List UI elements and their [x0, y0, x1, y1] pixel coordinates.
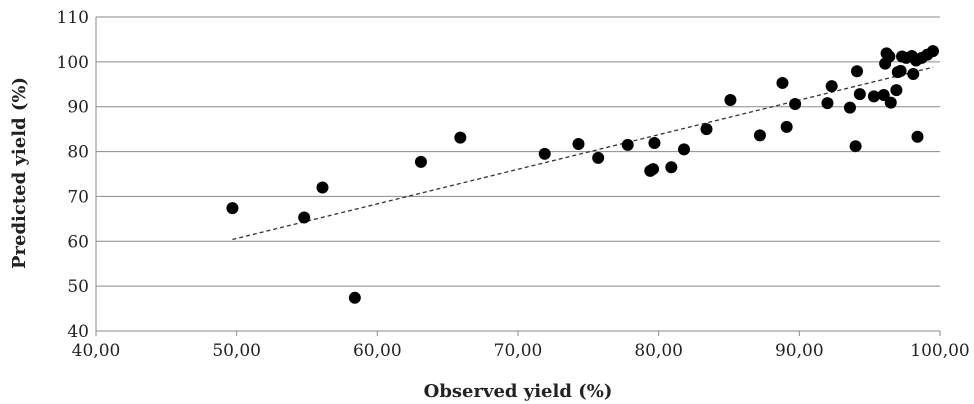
data-point	[884, 96, 897, 109]
x-tick-labels: 40,00 50,00 60,00 70,00 80,00 90,00 100,00	[72, 341, 970, 361]
x-tick-label: 50,00	[212, 341, 261, 361]
y-tick-label: 80	[67, 143, 89, 163]
data-point	[647, 163, 660, 176]
data-point	[883, 50, 896, 63]
data-point	[648, 137, 661, 150]
x-tick-label: 90,00	[775, 341, 824, 361]
x-tick-label: 60,00	[353, 341, 402, 361]
data-point	[226, 202, 239, 215]
data-point	[538, 147, 551, 160]
data-point	[298, 211, 311, 224]
x-tick-label: 40,00	[72, 341, 121, 361]
y-tick-labels: 40 50 60 70 80 90 100 110	[57, 8, 89, 342]
x-tick-label: 100,00	[910, 341, 969, 361]
data-point	[789, 98, 802, 111]
trendline-group	[232, 66, 934, 241]
data-point	[780, 120, 793, 133]
data-point	[877, 89, 890, 102]
x-tick-label: 70,00	[494, 341, 543, 361]
data-point	[724, 93, 737, 106]
grid-lines	[96, 16, 940, 332]
x-axis-title: Observed yield (%)	[424, 381, 613, 402]
data-point	[851, 65, 864, 78]
data-point	[890, 84, 903, 97]
data-point	[753, 129, 766, 142]
data-point	[621, 138, 634, 151]
data-point	[776, 76, 789, 89]
data-point	[907, 67, 920, 80]
data-point	[348, 291, 361, 304]
data-points	[226, 45, 939, 304]
data-point	[849, 140, 862, 153]
data-point	[454, 131, 467, 144]
y-tick-label: 100	[57, 53, 89, 73]
y-tick-label: 60	[67, 232, 89, 252]
y-tick-label: 50	[67, 277, 89, 297]
x-tick-label: 80,00	[634, 341, 683, 361]
data-point	[592, 151, 605, 164]
data-point	[821, 97, 834, 110]
axes	[95, 17, 941, 336]
data-point	[911, 130, 924, 143]
data-point	[316, 181, 329, 194]
data-point	[894, 64, 907, 77]
y-tick-label: 70	[67, 187, 89, 207]
data-point	[853, 88, 866, 101]
y-tick-label: 90	[67, 98, 89, 118]
data-point	[825, 80, 838, 93]
y-tick-label: 40	[67, 322, 89, 342]
data-point	[926, 45, 939, 58]
data-point	[700, 123, 713, 136]
y-tick-label: 110	[57, 8, 89, 28]
data-point	[843, 101, 856, 114]
y-axis-title: Predicted yield (%)	[9, 77, 30, 269]
data-point	[572, 137, 585, 150]
data-point	[867, 90, 880, 103]
data-point	[677, 143, 690, 156]
data-point	[414, 155, 427, 168]
data-point	[665, 161, 678, 174]
trendline	[232, 66, 934, 241]
